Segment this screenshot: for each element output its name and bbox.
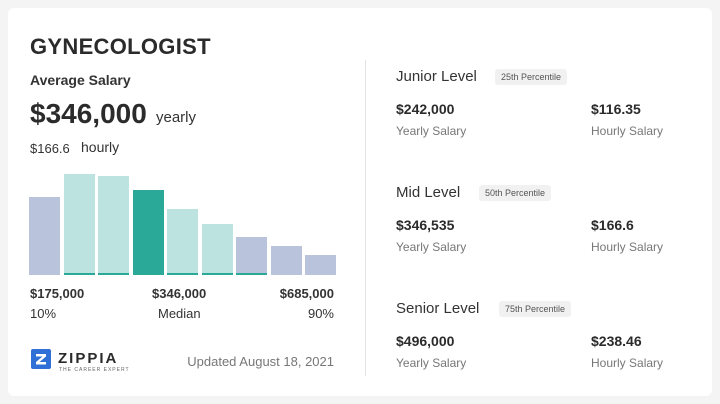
junior-yearly-value: $242,000 [396,101,455,117]
average-hourly-unit: hourly [81,139,120,155]
junior-level-title: Junior Level [396,68,477,85]
histogram-bar [270,246,302,275]
histogram-bar [132,190,164,275]
mid-yearly-caption: Yearly Salary [396,240,467,254]
mid-yearly-value: $346,535 [396,217,455,233]
mid-hourly-value: $166.6 [591,217,634,233]
axis-high-value: $685,000 [279,286,334,301]
mid-percentile-badge: 50th Percentile [479,185,552,201]
updated-date: Updated August 18, 2021 [187,354,334,369]
histogram-bar [98,176,129,275]
senior-yearly-value: $496,000 [396,333,455,349]
mid-level-title: Mid Level [396,184,461,201]
logo-tagline: THE CAREER EXPERT [59,367,130,373]
histogram-bar [167,209,198,275]
bar-baseline-marker [236,273,267,275]
axis-low-percentile: 10% [30,306,57,321]
bar-baseline-marker [201,273,233,275]
column-divider [365,60,366,376]
histogram-bar [236,237,267,275]
axis-high-percentile: 90% [307,306,334,321]
junior-yearly-caption: Yearly Salary [396,124,467,138]
axis-median-value: $346,000 [152,286,207,301]
senior-level-title: Senior Level [396,300,480,317]
bar-baseline-marker [63,273,95,275]
axis-median-label: Median [158,306,201,321]
mid-hourly-caption: Hourly Salary [591,240,664,254]
average-hourly-value: $166.6 [30,141,70,156]
junior-percentile-badge: 25th Percentile [495,69,568,85]
senior-yearly-caption: Yearly Salary [396,356,467,370]
histogram-bar [63,174,95,275]
bar-baseline-marker [167,273,198,275]
histogram-bar [29,197,60,275]
junior-hourly-caption: Hourly Salary [591,124,664,138]
average-salary-unit: yearly [156,109,197,126]
salary-card: GYNECOLOGIST Average Salary $346,000 yea… [8,8,712,396]
zippia-logo-icon [31,349,51,374]
salary-distribution-chart [29,173,336,275]
logo-text: ZIPPIA [58,350,119,367]
histogram-bar [201,224,233,275]
page-title: GYNECOLOGIST [30,34,211,59]
senior-hourly-value: $238.46 [591,333,642,349]
senior-hourly-caption: Hourly Salary [591,356,664,370]
senior-percentile-badge: 75th Percentile [499,301,572,317]
bar-baseline-marker [98,273,129,275]
axis-low-value: $175,000 [30,286,85,301]
junior-hourly-value: $116.35 [591,101,641,117]
average-salary-value: $346,000 [30,98,147,129]
average-salary-label: Average Salary [30,72,131,88]
histogram-bar [305,255,336,275]
